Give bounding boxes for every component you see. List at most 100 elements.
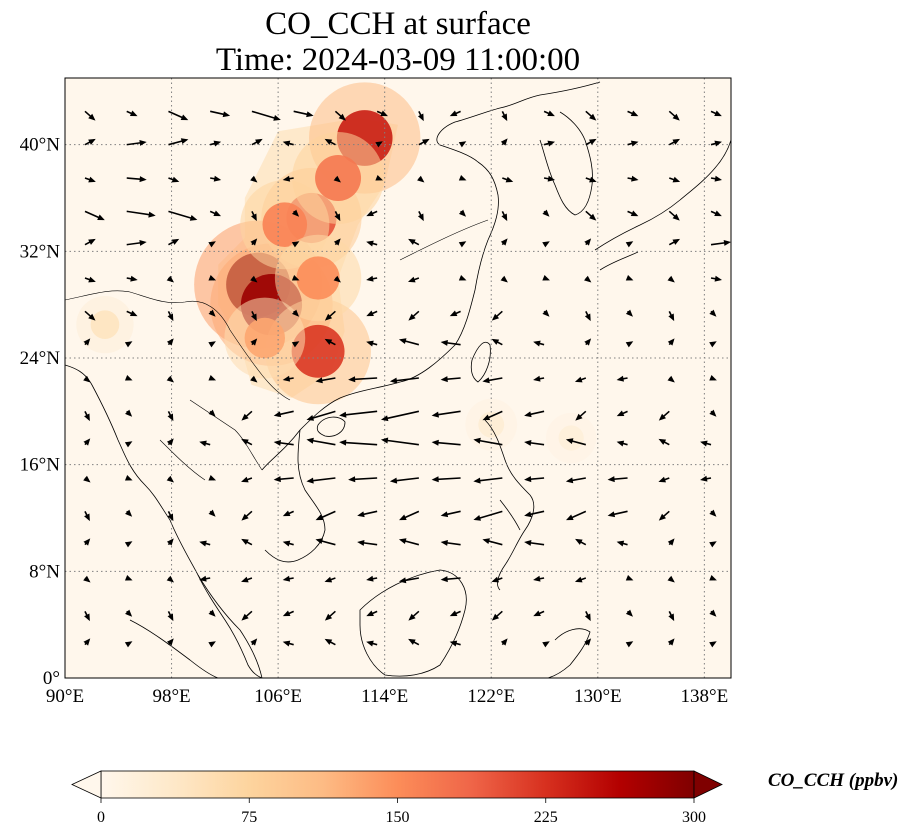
wind-arrow	[408, 310, 420, 321]
wind-arrow	[282, 375, 294, 382]
hotspot-core	[296, 256, 340, 300]
wind-arrow	[399, 510, 420, 521]
wind-arrow	[357, 510, 378, 518]
latitude-tick-label: 40°N	[20, 135, 61, 156]
wind-arrow	[375, 174, 383, 181]
wind-arrow	[616, 540, 628, 547]
wind-arrow	[585, 176, 597, 183]
wind-arrow	[166, 438, 174, 446]
wind-arrow	[542, 241, 550, 248]
wind-arrow	[366, 640, 378, 647]
wind-arrow	[625, 574, 634, 581]
wind-arrow	[500, 238, 508, 246]
wind-arrow	[575, 538, 587, 546]
wind-arrow	[125, 509, 133, 517]
coastline-sulawesi	[547, 628, 591, 678]
wind-arrow	[168, 210, 198, 221]
wind-arrow	[458, 174, 467, 181]
wind-arrow	[315, 510, 336, 521]
wind-arrow	[208, 309, 216, 317]
wind-arrow	[251, 210, 257, 222]
wind-arrow	[166, 338, 174, 346]
wind-arrow	[168, 176, 180, 183]
wind-arrow	[668, 610, 675, 622]
wind-arrow	[491, 576, 503, 583]
wind-arrow	[398, 338, 420, 346]
colorbar-ticks: 0 75 150 225 300	[97, 798, 706, 826]
wind-arrow	[607, 476, 628, 483]
coastlines	[65, 81, 731, 678]
wind-arrow	[292, 309, 300, 317]
wind-arrow	[306, 477, 336, 484]
wind-arrow	[166, 575, 175, 583]
colorbar-label: CO_CCH (ppbv)	[768, 770, 899, 791]
wind-arrow	[668, 310, 675, 322]
wind-arrow	[458, 241, 467, 248]
wind-arrow	[126, 110, 138, 117]
wind-arrow	[282, 575, 294, 582]
wind-arrow	[500, 275, 508, 283]
wind-arrow	[208, 274, 217, 281]
colorbar-tick-label: 300	[682, 809, 706, 826]
wind-arrow	[398, 577, 420, 584]
wind-arrow	[167, 310, 174, 322]
wind-arrow	[565, 477, 586, 484]
wind-arrow	[241, 610, 253, 621]
wind-arrow	[565, 438, 587, 446]
map-frame	[64, 77, 732, 679]
wind-arrow	[125, 409, 133, 417]
hotspot	[224, 297, 306, 379]
wind-arrow	[625, 641, 634, 648]
wind-arrow	[282, 510, 294, 517]
wind-arrow	[84, 176, 96, 183]
wind-arrow	[293, 110, 314, 118]
wind-arrow	[667, 375, 675, 383]
wind-arrow	[431, 439, 461, 446]
wind-arrow	[709, 541, 717, 548]
wind-arrow	[533, 375, 545, 382]
coastline-china-east	[436, 81, 601, 241]
wind-arrow	[168, 238, 180, 246]
wind-arrow	[83, 575, 91, 583]
wind-arrow	[366, 240, 378, 247]
wind-arrow	[84, 310, 96, 321]
wind-arrow	[491, 338, 503, 346]
wind-arrow	[291, 241, 300, 248]
wind-arrow	[473, 477, 503, 484]
wind-arrow	[440, 576, 461, 583]
wind-arrow	[449, 640, 461, 647]
wind-arrow	[84, 410, 90, 422]
wind-arrow	[440, 510, 461, 518]
coastline-china-south	[261, 239, 489, 471]
wind-arrow	[324, 638, 336, 646]
wind-arrow	[500, 138, 508, 146]
wind-arrow	[208, 609, 216, 617]
wind-arrow	[417, 110, 424, 122]
wind-arrow	[250, 238, 258, 246]
latitude-tick-label: 16°N	[20, 455, 61, 476]
wind-arrow	[574, 376, 587, 383]
wind-arrow	[668, 238, 681, 246]
wind-arrow	[124, 574, 133, 581]
coastline-philippines	[484, 419, 535, 591]
wind-arrow	[585, 138, 597, 146]
wind-arrow	[324, 310, 336, 321]
wind-arrow	[199, 440, 211, 447]
coastline-taiwan	[470, 341, 491, 383]
longitude-tick-label: 138°E	[681, 686, 729, 707]
wind-arrow	[709, 374, 717, 381]
wind-arrow	[126, 176, 147, 183]
wind-arrow	[543, 110, 555, 117]
wind-arrow	[366, 210, 378, 217]
wind-arrow	[667, 538, 675, 546]
wind-arrow	[126, 210, 156, 218]
wind-arrow	[83, 475, 91, 483]
wind-arrow	[491, 310, 503, 321]
wind-arrow	[83, 638, 91, 646]
colorbar-max-extend	[693, 770, 723, 799]
wind-arrow	[524, 476, 545, 483]
wind-arrow	[668, 138, 681, 146]
wind-arrow	[585, 210, 597, 221]
coastline-asia-mainland	[65, 364, 263, 678]
wind-arrow	[709, 574, 717, 581]
